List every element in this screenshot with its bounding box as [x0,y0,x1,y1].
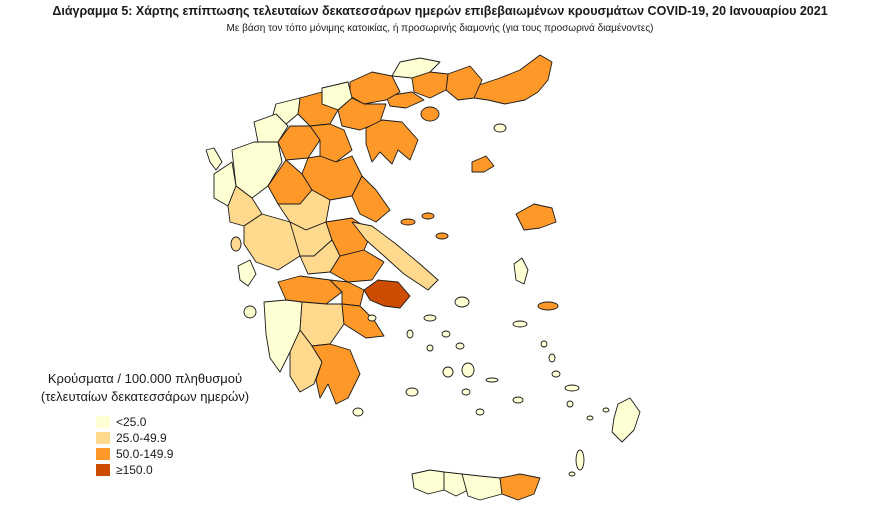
region-Syros[interactable] [426,344,434,352]
map-subtitle: Με βάση τον τόπο μόνιμης κατοικίας, ή πρ… [226,23,654,34]
region-Lakonia[interactable] [311,343,361,405]
region-Samothraki[interactable] [493,123,507,133]
region-Thasos[interactable] [420,106,440,122]
region-Leros[interactable] [548,353,556,363]
region-Magnesia[interactable] [351,175,391,223]
region-Kalymnos[interactable] [551,370,561,378]
region-Patmos[interactable] [540,340,548,348]
region-Astypalaia[interactable] [512,396,524,404]
region-Skyros[interactable] [454,296,470,308]
region-Kos[interactable] [564,384,580,392]
region-Lesvos[interactable] [515,203,557,231]
region-Tilos[interactable] [586,415,594,421]
legend-item: ≥150.0 [96,462,280,477]
legend-swatch [96,463,110,476]
region-Pieria-Imathia[interactable] [309,123,353,163]
region-Amorgos[interactable] [485,377,499,383]
region-Evros[interactable] [469,54,553,105]
legend-swatch [96,415,110,428]
region-Sporades-3[interactable] [435,232,449,240]
region-Paros[interactable] [442,366,454,378]
map-title: Διάγραμμα 5: Χάρτης επίπτωσης τελευταίων… [52,4,828,18]
region-Symi[interactable] [602,407,610,413]
region-Rethymno[interactable] [443,471,469,497]
legend-label: <25.0 [116,414,147,429]
legend-title-line2: (τελευταίων δεκατεσσάρων ημερών) [40,389,250,404]
legend-label: 25.0-49.9 [116,430,167,445]
legend-item: 25.0-49.9 [96,430,280,445]
region-Andros[interactable] [423,314,437,322]
region-Pella[interactable] [297,91,339,127]
region-Karpathos[interactable] [575,449,585,471]
legend-swatch [96,431,110,444]
region-Naxos[interactable] [461,362,475,378]
region-Kasos[interactable] [568,471,576,477]
legend-title-line1: Κρούσματα / 100.000 πληθυσμού [47,371,243,386]
legend-item: <25.0 [96,414,280,429]
region-Kea[interactable] [406,329,414,339]
region-Milos[interactable] [405,387,419,397]
region-Argolida[interactable] [341,303,385,339]
region-Rhodes[interactable] [611,397,641,443]
region-Kythira[interactable] [352,407,364,417]
legend-label: 50.0-149.9 [116,446,174,461]
region-Drama[interactable] [391,57,441,79]
region-Kefalonia[interactable] [237,259,257,287]
region-Ios[interactable] [461,388,471,396]
region-Samos[interactable] [537,301,559,311]
legend: Κρούσματα / 100.000 πληθυσμού (τελευταίω… [10,370,280,478]
region-Chania[interactable] [411,469,445,495]
region-Corfu[interactable] [205,147,223,171]
region-Attica[interactable] [363,279,411,309]
region-Kastoria[interactable] [253,113,289,143]
region-Ikaria[interactable] [512,320,528,328]
region-Zakynthos[interactable] [243,305,257,319]
region-Chalkidiki[interactable] [365,119,419,165]
region-Thessaloniki[interactable] [337,97,387,131]
region-Santorini[interactable] [475,408,485,416]
region-Lemnos[interactable] [471,155,495,173]
region-Lasithi[interactable] [499,473,541,501]
legend-item: 50.0-149.9 [96,446,280,461]
legend-label: ≥150.0 [116,462,153,477]
region-Kavala[interactable] [385,91,425,109]
region-Evia[interactable] [351,221,439,291]
region-Sporades-1[interactable] [400,218,416,226]
region-Chios[interactable] [513,257,529,285]
legend-swatch [96,447,110,460]
region-Lefkada[interactable] [230,236,242,252]
region-Mykonos[interactable] [455,342,465,350]
region-Heraklion[interactable] [461,473,503,501]
region-Tinos[interactable] [441,330,451,338]
region-Aegina[interactable] [367,314,377,322]
region-Sporades-2[interactable] [421,212,435,220]
region-Serres[interactable] [349,71,401,105]
region-Nisyros[interactable] [566,400,574,408]
